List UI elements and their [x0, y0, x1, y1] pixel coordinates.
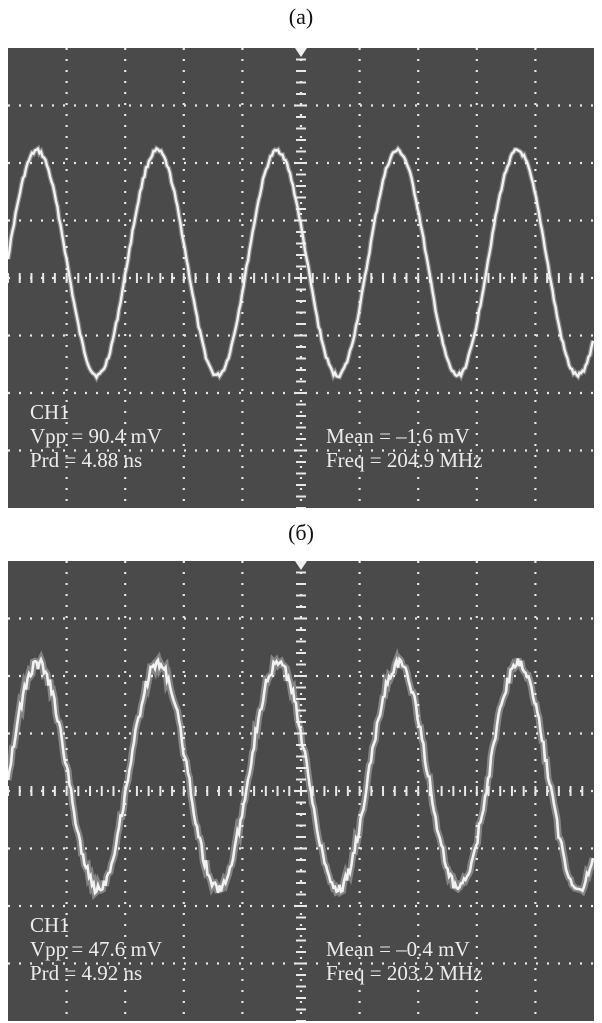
- period-readout: Prd = 4.92 ns: [30, 961, 143, 985]
- trigger-marker: [295, 48, 307, 57]
- waveform-trace: [8, 655, 594, 896]
- waveform-trace: [8, 146, 594, 381]
- panel-label-a: (a): [288, 4, 314, 29]
- waveform-glow: [8, 144, 594, 383]
- waveform-plot-b: [8, 561, 594, 1021]
- oscilloscope-screen-a: CH1 Vpp = 90.4 mV Prd = 4.88 ns Mean = –…: [8, 48, 594, 508]
- period-readout: Prd = 4.88 ns: [30, 448, 143, 472]
- frequency-readout: Freq = 203.2 MHz: [326, 961, 483, 985]
- vpp-readout: Vpp = 90.4 mV: [30, 424, 163, 448]
- channel-label: CH1: [30, 400, 70, 424]
- waveform-plot-a: [8, 48, 594, 508]
- trigger-marker: [295, 561, 307, 570]
- channel-label: CH1: [30, 913, 70, 937]
- oscilloscope-screen-b: CH1 Vpp = 47.6 mV Prd = 4.92 ns Mean = –…: [8, 561, 594, 1021]
- frequency-readout: Freq = 204.9 MHz: [326, 448, 483, 472]
- mean-readout: Mean = –1.6 mV: [326, 424, 470, 448]
- panel-label-b: (б): [288, 520, 314, 545]
- mean-readout: Mean = –0.4 mV: [326, 937, 470, 961]
- vpp-readout: Vpp = 47.6 mV: [30, 937, 163, 961]
